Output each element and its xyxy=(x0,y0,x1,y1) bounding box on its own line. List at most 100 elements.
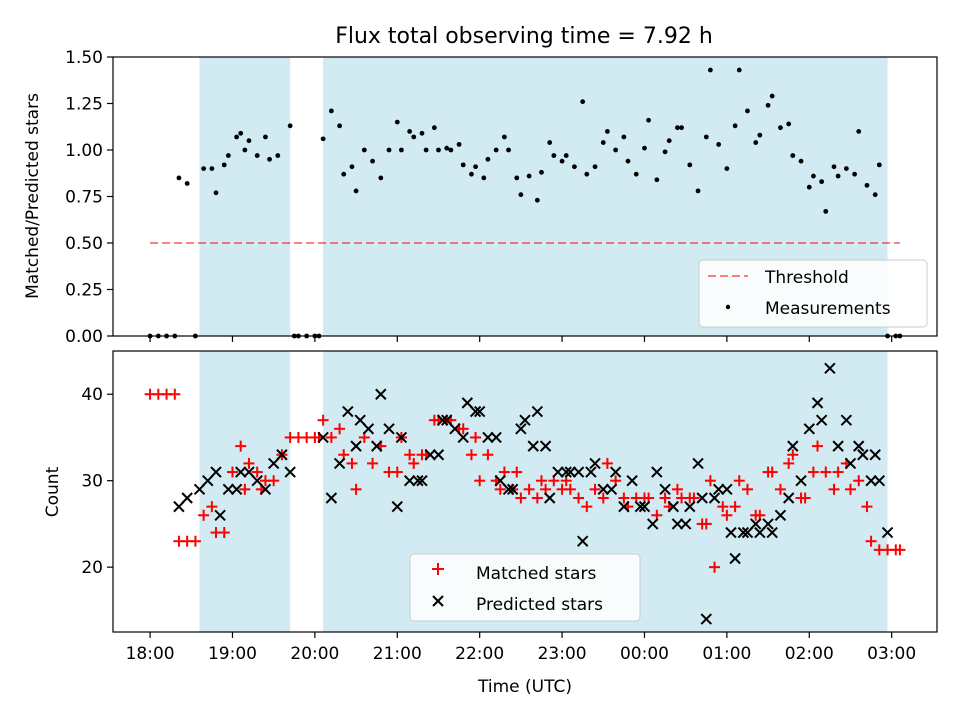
x-tick-label: 02:00 xyxy=(785,644,834,664)
ratio-x-ticks xyxy=(149,336,893,342)
matched-star-point xyxy=(482,449,494,461)
count-y-axis-label: Count xyxy=(43,466,63,517)
measurement-point xyxy=(506,147,511,153)
matched-star-point xyxy=(564,483,576,495)
measurement-point xyxy=(423,147,429,153)
matched-star-point xyxy=(198,509,210,521)
predicted-star-point xyxy=(284,466,296,478)
measurement-point xyxy=(572,164,577,170)
predicted-star-point xyxy=(560,466,572,478)
measurement-point xyxy=(592,164,598,170)
measurement-point xyxy=(687,162,693,168)
predicted-star-point xyxy=(354,414,366,426)
predicted-star-point xyxy=(449,423,461,435)
measurement-point xyxy=(526,173,532,179)
predicted-star-point xyxy=(782,492,795,504)
predicted-star-point xyxy=(679,518,692,530)
matched-star-point xyxy=(235,440,247,452)
predicted-star-point xyxy=(210,466,222,478)
x-tick-label: 19:00 xyxy=(208,644,257,664)
predicted-star-point xyxy=(708,492,721,504)
measurement-point xyxy=(539,169,544,175)
predicted-star-point xyxy=(202,474,214,487)
measurement-point xyxy=(625,158,631,164)
predicted-star-point xyxy=(222,483,235,496)
matched-star-point xyxy=(226,466,238,478)
predicted-star-point xyxy=(869,449,881,461)
measurement-point xyxy=(444,145,450,151)
matched-star-point xyxy=(334,423,346,435)
matched-star-point xyxy=(733,475,745,487)
measurement-point xyxy=(320,136,326,142)
ratio-y-axis-label: Matched/Predicted stars xyxy=(23,93,43,299)
measurement-point xyxy=(419,130,425,136)
y-tick-label: 0.50 xyxy=(65,234,103,254)
predicted-star-point xyxy=(193,483,206,496)
matched-star-point xyxy=(704,475,716,487)
predicted-star-point xyxy=(572,466,585,478)
predicted-star-point xyxy=(618,500,630,513)
measurement-point xyxy=(864,182,870,188)
matched-star-point xyxy=(721,509,733,521)
predicted-star-point xyxy=(416,474,428,487)
predicted-star-point xyxy=(787,440,799,452)
measurement-point xyxy=(431,125,437,131)
measurement-point xyxy=(580,99,586,105)
measurement-point xyxy=(621,134,627,140)
matched-star-point xyxy=(325,431,337,443)
measurement-point xyxy=(675,125,680,131)
measurement-point xyxy=(481,175,487,181)
predicted-star-point xyxy=(774,509,787,521)
predicted-star-point xyxy=(741,526,754,539)
measurement-point xyxy=(852,171,857,177)
measurement-point xyxy=(337,123,342,129)
matched-star-point xyxy=(861,501,873,513)
x-tick-label: 22:00 xyxy=(455,644,504,664)
measurement-point xyxy=(695,188,701,194)
ratio-legend: Threshold Measurements xyxy=(698,259,928,328)
predicted-star-point xyxy=(441,414,453,426)
matched-star-point xyxy=(894,544,906,556)
predicted-star-point xyxy=(432,449,445,461)
predicted-star-point xyxy=(737,526,750,539)
measurement-point xyxy=(254,153,260,158)
measurement-point xyxy=(584,171,590,177)
measurement-point xyxy=(765,102,771,108)
predicted-star-point xyxy=(585,466,597,478)
measurement-point xyxy=(225,153,231,158)
y-tick-label: 0.25 xyxy=(65,281,103,301)
count-plot-frame xyxy=(112,350,938,633)
predicted-star-point xyxy=(700,613,712,625)
predicted-star-point xyxy=(276,449,288,461)
matched-star-point xyxy=(457,423,469,435)
matched-star-point xyxy=(597,492,609,504)
measurement-point xyxy=(518,192,524,198)
measurement-point xyxy=(353,188,359,194)
measurement-point xyxy=(213,190,219,196)
predicted-star-point xyxy=(243,466,255,478)
measurement-point xyxy=(666,138,672,144)
measurement-point xyxy=(370,158,375,164)
count-y-ticks: 20 30 40 xyxy=(81,385,113,578)
measurement-point xyxy=(806,184,812,190)
measurement-point xyxy=(287,123,293,129)
measurement-point xyxy=(745,108,750,114)
matched-star-point xyxy=(573,492,585,504)
matched-star-point xyxy=(218,527,230,539)
matched-star-point xyxy=(729,501,741,513)
measurement-point xyxy=(209,166,215,172)
predicted-star-point xyxy=(342,405,354,418)
predicted-star-point xyxy=(391,500,403,513)
measurement-point xyxy=(263,134,268,140)
predicted-star-point xyxy=(853,440,865,452)
predicted-star-point xyxy=(712,483,725,496)
figure-title: Flux total observing time = 7.92 h xyxy=(335,24,713,49)
measurement-point xyxy=(757,132,763,138)
measurement-point xyxy=(328,108,334,114)
predicted-star-point xyxy=(370,440,383,452)
matched-star-point xyxy=(474,475,486,487)
measurement-point xyxy=(502,134,507,140)
predicted-star-point xyxy=(515,423,527,435)
predicted-star-point xyxy=(333,457,346,470)
measurement-point xyxy=(679,125,684,131)
